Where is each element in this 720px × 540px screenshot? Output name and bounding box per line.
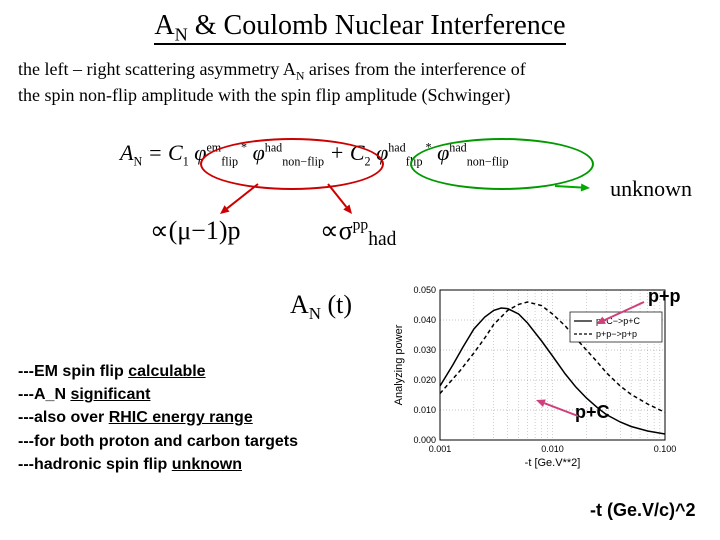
annotation-arrows (0, 0, 720, 540)
